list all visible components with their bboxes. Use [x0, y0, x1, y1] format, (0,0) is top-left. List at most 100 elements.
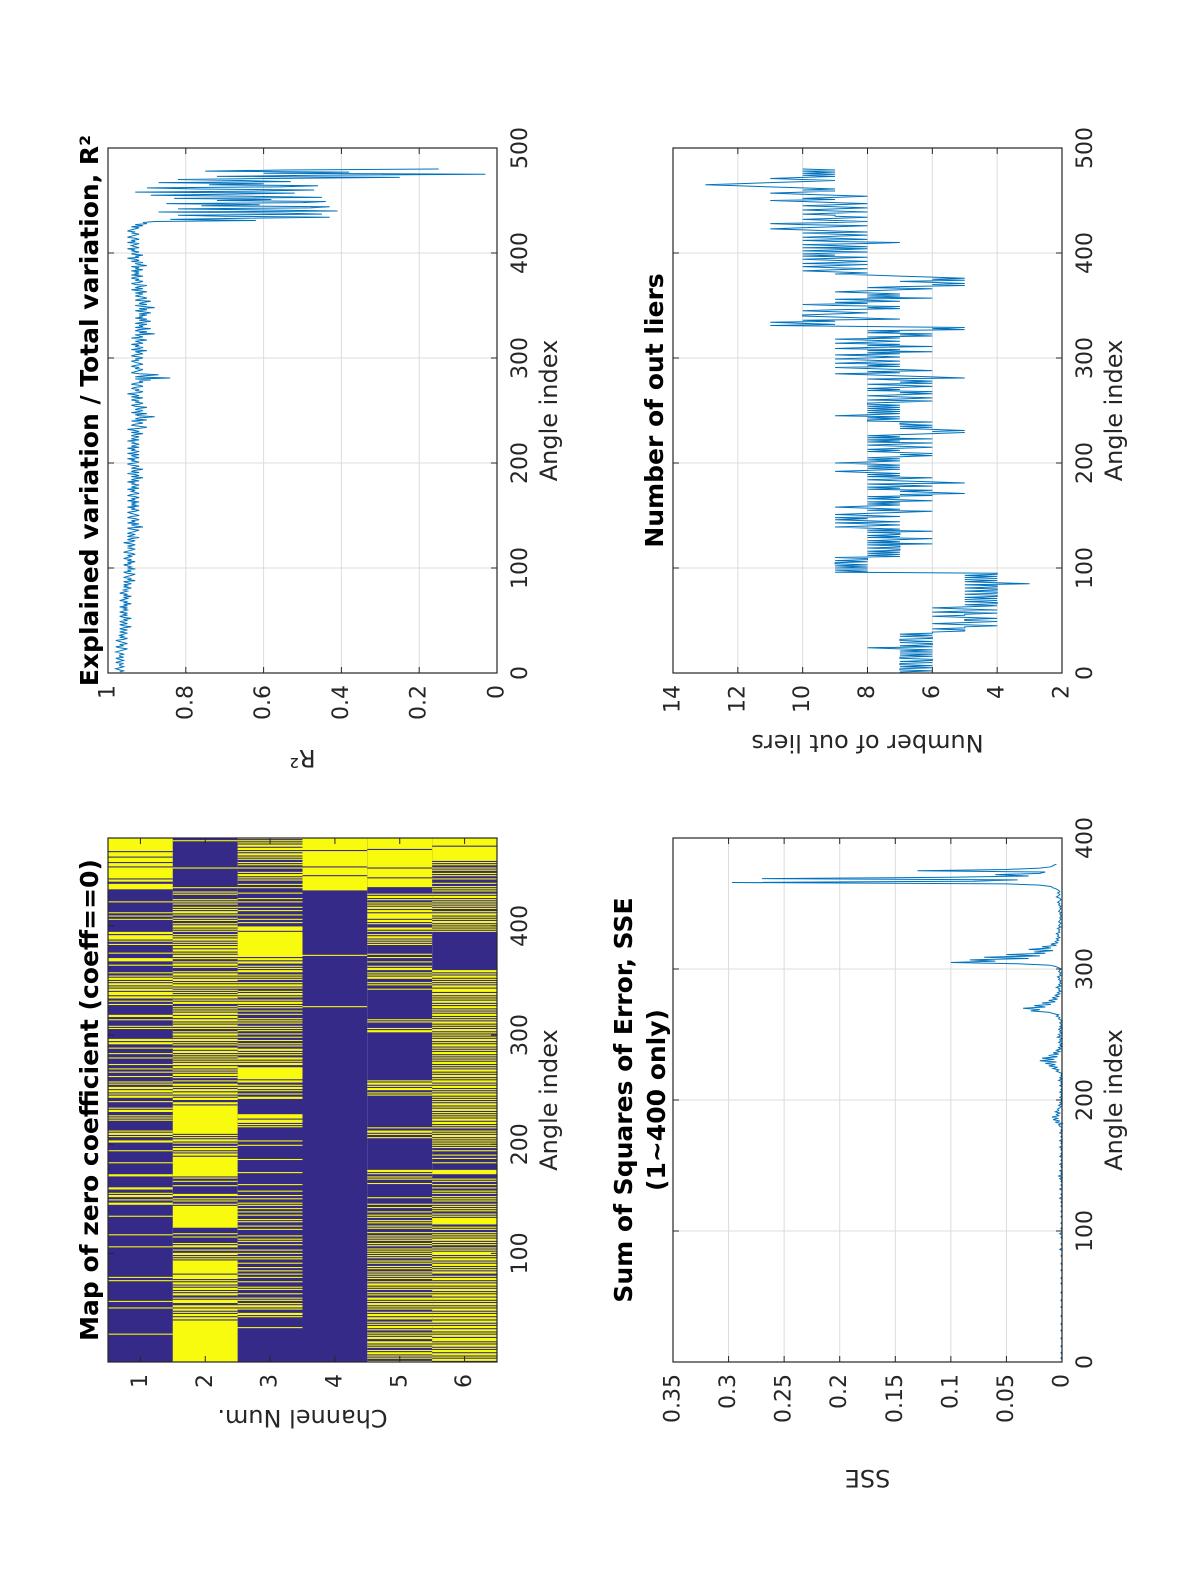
heatmap-cell: [367, 904, 433, 906]
heatmap-cell: [367, 1257, 433, 1259]
heatmap-cell: [172, 1060, 238, 1062]
heatmap-cell: [237, 862, 303, 864]
heatmap-cell: [432, 1154, 497, 1156]
heatmap-cell: [432, 1067, 497, 1069]
heatmap-cell: [367, 1332, 433, 1334]
heatmap-cell: [237, 1022, 303, 1024]
heatmap-cell: [108, 983, 173, 986]
heatmap-cell: [432, 1091, 497, 1093]
heatmap-cell: [432, 996, 497, 998]
heatmap-cell: [108, 1047, 173, 1049]
y-tick-label: 0.4: [329, 685, 354, 720]
heatmap-cell: [172, 1134, 238, 1137]
heatmap-cell: [108, 852, 173, 857]
heatmap-cell: [108, 1215, 173, 1217]
heatmap-cell: [172, 958, 238, 960]
heatmap-cell: [432, 1125, 497, 1127]
heatmap-cell: [432, 983, 497, 985]
heatmap-cell: [237, 1297, 303, 1299]
heatmap-cell: [432, 1157, 497, 1159]
heatmap-cell: [367, 1336, 433, 1340]
heatmap-cell: [367, 1216, 433, 1218]
heatmap-cell: [108, 1081, 173, 1083]
heatmap-cell: [108, 1068, 173, 1070]
heatmap-cell: [237, 1126, 303, 1128]
heatmap-cell: [108, 1199, 173, 1201]
heatmap-cell: [237, 1252, 303, 1254]
heatmap-cell: [432, 846, 497, 861]
heatmap-cell: [108, 1053, 173, 1055]
heatmap-cell: [172, 930, 238, 932]
heatmap-cell: [432, 1085, 497, 1088]
heatmap-cell: [108, 996, 173, 999]
y-tick-label: 0.15: [883, 1374, 908, 1423]
heatmap-cell: [237, 851, 303, 853]
heatmap-cell: [367, 984, 433, 986]
heatmap-cell: [172, 906, 238, 908]
heatmap-cell: [432, 1297, 497, 1300]
y-tick-label: 2: [1050, 685, 1075, 699]
heatmap-cell: [172, 987, 238, 989]
heatmap-cell: [432, 1323, 497, 1325]
heatmap-cell: [172, 973, 238, 976]
heatmap-cell: [432, 1311, 497, 1313]
heatmap-cell: [367, 906, 433, 909]
heatmap-cell: [237, 1211, 303, 1213]
heatmap-cell: [172, 999, 238, 1001]
heatmap-cell: [172, 923, 238, 925]
heatmap-cell: [432, 1162, 497, 1164]
heatmap-cell: [367, 1325, 433, 1329]
heatmap-cell: [237, 898, 303, 900]
heatmap-cell: [432, 1074, 497, 1078]
channel-row-4: [302, 838, 368, 1362]
heatmap-cell: [432, 1069, 497, 1072]
heatmap-cell: [108, 1019, 173, 1021]
heatmap-cell: [108, 1014, 173, 1018]
heatmap-cell: [367, 1092, 433, 1094]
heatmap-cell: [432, 1275, 497, 1277]
heatmap-cell: [237, 1204, 303, 1206]
heatmap-cell: [432, 930, 497, 932]
heatmap-cell: [432, 993, 497, 996]
heatmap-cell: [237, 1312, 303, 1316]
heatmap-cell: [367, 934, 433, 936]
heatmap-cell: [367, 1273, 433, 1275]
heatmap-cell: [237, 1286, 303, 1288]
heatmap-cell: [108, 1162, 173, 1164]
heatmap-cell: [237, 1018, 303, 1020]
heatmap-cell: [367, 1214, 433, 1216]
heatmap-cell: [302, 954, 368, 956]
heatmap-cell: [172, 1200, 238, 1202]
heatmap-cell: [172, 941, 238, 943]
heatmap-cell: [432, 907, 497, 909]
heatmap-cell: [432, 1144, 497, 1146]
heatmap-cell: [367, 972, 433, 974]
heatmap-cell: [432, 1098, 497, 1100]
heatmap-cell: [432, 1106, 497, 1108]
heatmap-cell: [432, 1325, 497, 1329]
heatmap-cell: [367, 1352, 433, 1355]
heatmap-cell: [237, 1124, 303, 1126]
heatmap-cell: [367, 1245, 433, 1247]
heatmap-cell: [237, 1080, 303, 1083]
heatmap-cell: [237, 1198, 303, 1200]
heatmap-cell: [172, 911, 238, 914]
axes-box: [672, 837, 1063, 1363]
x-tick-label: 0: [1073, 1355, 1098, 1369]
heatmap-cell: [432, 1103, 497, 1106]
heatmap-cell: [237, 892, 303, 894]
heatmap-cell: [108, 879, 173, 882]
heatmap-cell: [237, 1208, 303, 1210]
heatmap-cell: [172, 1054, 238, 1056]
heatmap-cell: [367, 923, 433, 925]
heatmap-row-background: [108, 838, 173, 1362]
heatmap-cell: [432, 1130, 497, 1132]
heatmap-cell: [237, 974, 303, 976]
heatmap-cell: [432, 1349, 497, 1353]
heatmap-cell: [432, 1108, 497, 1111]
y-axis-label: Channel Num.: [217, 1404, 387, 1432]
heatmap-cell: [108, 1132, 173, 1135]
heatmap-cell: [432, 1203, 497, 1205]
heatmap-cell: [172, 1148, 238, 1151]
heatmap-cell: [432, 1134, 497, 1138]
